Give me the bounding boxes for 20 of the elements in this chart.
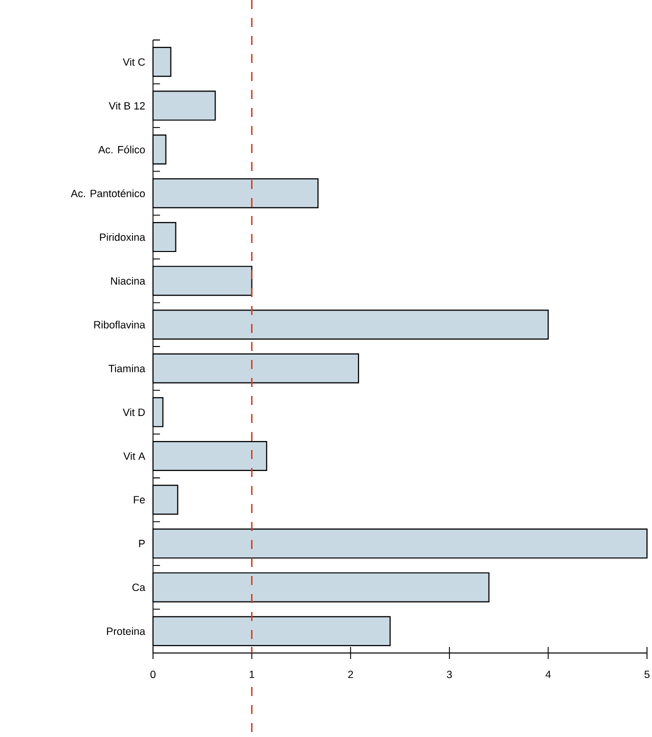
y-tick-label: Fe xyxy=(134,496,145,504)
y-tick-label: Ca xyxy=(132,584,146,592)
y-tick-label: Vit B 12 xyxy=(108,102,145,110)
x-tick-label: 4 xyxy=(546,670,551,678)
y-tick-label: Tiamina xyxy=(108,364,146,372)
y-tick-label: Niacina xyxy=(111,276,146,285)
x-tick-label: 1 xyxy=(250,670,254,678)
y-tick-label: Ac. Fólico xyxy=(98,146,145,154)
y-tick-label: Vit C xyxy=(122,58,145,66)
x-tick-label: 0 xyxy=(150,670,156,678)
y-tick-label: Vit D xyxy=(122,408,145,416)
y-tick-label: P xyxy=(139,540,145,548)
x-tick-label: 3 xyxy=(446,670,452,678)
x-tick-label: 5 xyxy=(644,670,650,678)
x-tick-label: 2 xyxy=(348,670,353,678)
y-tick-label: Piridoxina xyxy=(100,233,146,241)
y-tick-label: Vit A xyxy=(123,452,146,460)
y-tick-label: Proteina xyxy=(107,627,146,635)
y-tick-label: Ac. Pantoténico xyxy=(70,189,145,198)
y-tick-label: Riboflavina xyxy=(94,320,146,328)
